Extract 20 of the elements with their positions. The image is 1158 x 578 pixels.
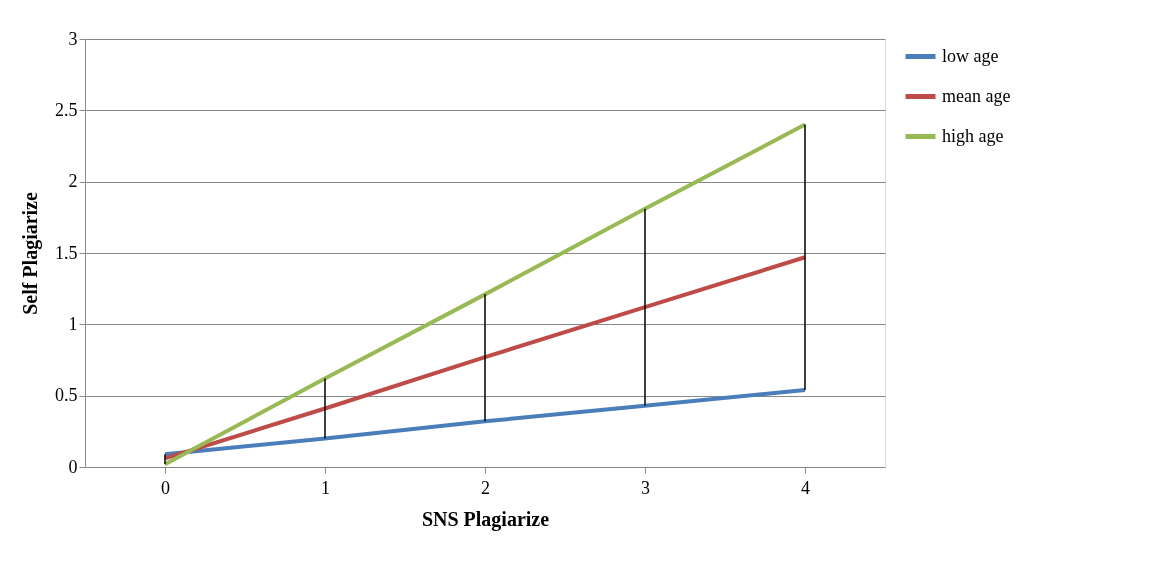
y-axis-title: Self Plagiarize (19, 192, 42, 315)
y-tick-label: 1.5 (55, 242, 78, 263)
y-tick-label: 0.5 (55, 385, 78, 406)
line-series (163, 122, 807, 467)
legend-label: high age (942, 125, 1004, 146)
y-tick-label: 0 (68, 456, 78, 477)
legend-label: mean age (942, 85, 1011, 106)
x-tick-label: 1 (321, 477, 330, 498)
y-tick-label: 3 (68, 28, 78, 49)
y-tick-label: 2.5 (55, 99, 78, 120)
line-series (163, 387, 807, 457)
legend-label: low age (942, 45, 999, 66)
y-tick-label: 1 (68, 313, 78, 334)
x-tick-label: 3 (641, 477, 650, 498)
line-series (163, 255, 807, 461)
x-tick-label: 4 (801, 477, 810, 498)
x-tick-label: 0 (161, 477, 170, 498)
y-tick-label: 2 (68, 171, 78, 192)
x-tick-label: 2 (481, 477, 490, 498)
x-axis-title: SNS Plagiarize (421, 507, 550, 531)
